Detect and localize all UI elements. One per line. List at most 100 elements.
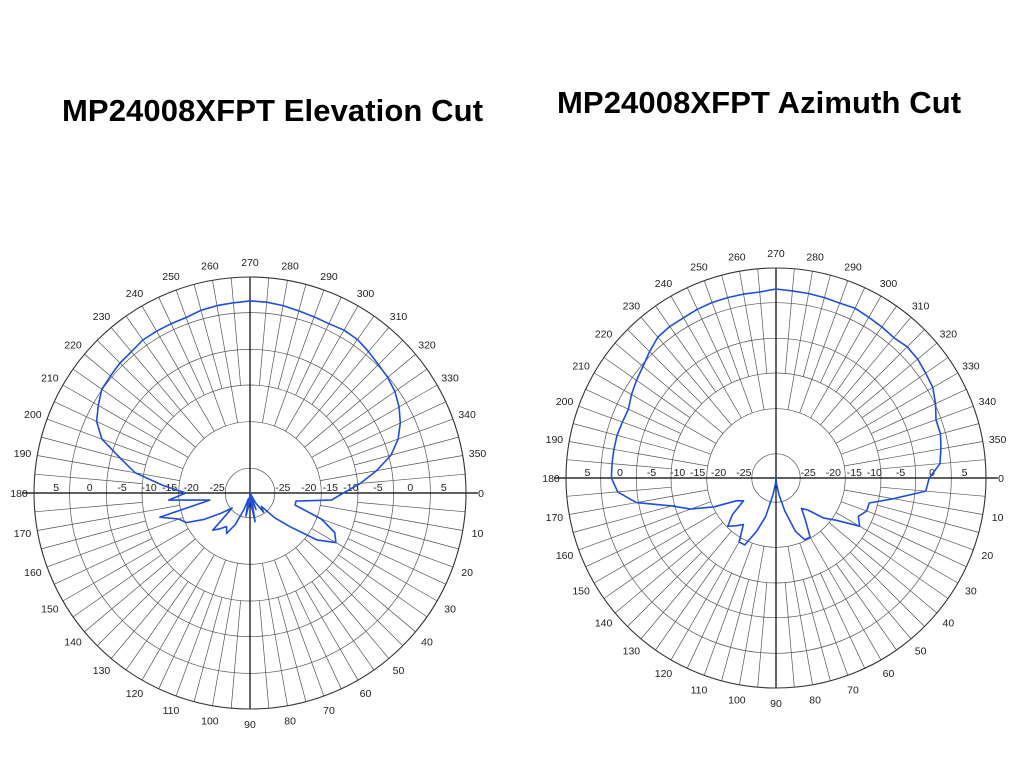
- elevation-angle-tick-label: 10: [472, 528, 484, 540]
- elevation-grid-spoke: [97, 340, 174, 417]
- azimuth-angle-tick-label: 200: [556, 396, 574, 408]
- elevation-grid-spoke: [193, 597, 223, 702]
- elevation-grid-spoke: [304, 353, 416, 448]
- elevation-grid-spoke: [84, 353, 196, 448]
- elevation-grid-spoke: [62, 384, 189, 458]
- elevation-grid-spoke: [37, 505, 180, 531]
- elevation-grid-spoke: [212, 563, 238, 706]
- azimuth-grid-spoke: [820, 573, 866, 669]
- azimuth-grid-spoke: [840, 405, 974, 455]
- azimuth-angle-tick-label: 60: [883, 668, 895, 680]
- azimuth-angle-tick-label: 30: [965, 586, 977, 598]
- azimuth-radial-tick-label: -20: [826, 467, 841, 479]
- azimuth-angle-tick-label: 80: [809, 695, 821, 707]
- elevation-radial-tick-label: -10: [142, 482, 157, 494]
- elevation-grid-spoke: [110, 547, 205, 659]
- elevation-angle-tick-label: 20: [461, 567, 473, 579]
- elevation-grid-spoke: [354, 520, 459, 550]
- elevation-radial-tick-label: -15: [323, 482, 338, 494]
- azimuth-grid-spoke: [810, 537, 882, 661]
- azimuth-grid-spoke: [627, 329, 703, 405]
- azimuth-angle-tick-label: 150: [572, 586, 590, 598]
- elevation-grid-spoke: [230, 600, 241, 709]
- azimuth-angle-tick-label: 40: [943, 618, 955, 630]
- azimuth-grid-spoke: [569, 441, 708, 467]
- elevation-grid-spoke: [175, 289, 226, 427]
- elevation-grid-spoke: [41, 520, 146, 550]
- elevation-grid-spoke: [326, 340, 403, 417]
- elevation-grid-spoke: [193, 284, 223, 389]
- azimuth-angle-tick-label: 350: [989, 434, 1007, 446]
- elevation-grid-spoke: [54, 401, 153, 448]
- elevation-grid-spoke: [311, 581, 375, 671]
- azimuth-radial-tick-label: 5: [584, 467, 590, 479]
- azimuth-angle-tick-label: 180: [542, 473, 560, 485]
- elevation-grid-spoke: [320, 455, 463, 481]
- elevation-grid-spoke: [158, 590, 205, 689]
- azimuth-radial-tick-label: -25: [801, 467, 816, 479]
- elevation-angle-tick-label: 260: [201, 261, 219, 273]
- azimuth-angle-tick-label: 300: [880, 278, 898, 290]
- elevation-grid-spoke: [259, 600, 270, 709]
- elevation-grid-spoke: [46, 517, 184, 568]
- azimuth-angle-tick-label: 230: [623, 301, 641, 313]
- azimuth-outer-circle: [565, 267, 987, 689]
- elevation-grid: [22, 276, 478, 710]
- azimuth-angle-tick-label: 170: [546, 512, 564, 524]
- elevation-grid-spoke: [41, 436, 146, 466]
- elevation-grid-spoke: [311, 315, 375, 405]
- azimuth-angle-tick-label: 220: [595, 328, 613, 340]
- azimuth-grid-spoke: [721, 275, 750, 377]
- elevation-radial-tick-label: -5: [117, 482, 126, 494]
- elevation-grid-spoke: [357, 502, 466, 513]
- elevation-angle-tick-label: 40: [421, 637, 433, 649]
- elevation-grid-spoke: [125, 315, 189, 405]
- azimuth-cut-title: MP24008XFPT Azimuth Cut: [557, 85, 962, 120]
- elevation-angle-tick-label: 60: [360, 688, 372, 700]
- azimuth-grid-spoke: [787, 546, 813, 685]
- azimuth-angle-tick-label: 210: [572, 361, 590, 373]
- elevation-grid-spoke: [230, 277, 241, 386]
- azimuth-grid-spoke: [614, 522, 724, 614]
- elevation-grid-spoke: [46, 418, 184, 469]
- elevation-outer-circle: [33, 276, 467, 710]
- azimuth-grid-spoke: [799, 542, 849, 676]
- azimuth-grid-spoke: [877, 504, 979, 533]
- elevation-grid-spoke: [110, 327, 205, 439]
- azimuth-grid-spoke: [573, 423, 675, 452]
- elevation-grid-spoke: [316, 418, 454, 469]
- azimuth-angle-tick-label: 240: [655, 278, 673, 290]
- elevation-grid-spoke: [212, 280, 238, 423]
- elevation-angle-tick-label: 70: [323, 705, 335, 717]
- azimuth-angle-tick-label: 310: [912, 301, 930, 313]
- elevation-grid-spoke: [277, 597, 307, 702]
- azimuth-angle-tick-label: 190: [546, 434, 564, 446]
- azimuth-grid-spoke: [585, 388, 681, 434]
- elevation-grid-spoke: [295, 297, 342, 396]
- elevation-grid-spoke: [125, 581, 189, 671]
- azimuth-grid-spoke: [810, 295, 882, 419]
- azimuth-grid-spoke: [784, 582, 795, 688]
- elevation-grid-spoke: [295, 590, 342, 689]
- elevation-pattern-trace: [95, 300, 402, 544]
- elevation-grid-spoke: [175, 559, 226, 697]
- elevation-angle-tick-label: 30: [444, 604, 456, 616]
- elevation-grid-spoke: [320, 505, 463, 531]
- elevation-angle-tick-label: 330: [441, 373, 459, 385]
- azimuth-grid-spoke: [603, 357, 691, 419]
- elevation-radial-tick-label: 0: [407, 482, 413, 494]
- azimuth-grid-spoke: [655, 305, 717, 393]
- elevation-grid-spoke: [84, 538, 196, 633]
- azimuth-grid-spoke: [880, 486, 986, 497]
- elevation-grid-spoke: [347, 401, 446, 448]
- elevation-radial-tick-label: -25: [210, 482, 225, 494]
- elevation-grid-spoke: [54, 538, 153, 585]
- elevation-angle-tick-label: 270: [241, 257, 259, 269]
- elevation-angle-tick-label: 50: [393, 665, 405, 677]
- elevation-radial-tick-label: 5: [53, 482, 59, 494]
- azimuth-grid-spoke: [820, 287, 866, 383]
- elevation-angle-tick-label: 280: [281, 261, 299, 273]
- elevation-grid-spoke: [72, 554, 162, 618]
- azimuth-grid-spoke: [593, 512, 717, 584]
